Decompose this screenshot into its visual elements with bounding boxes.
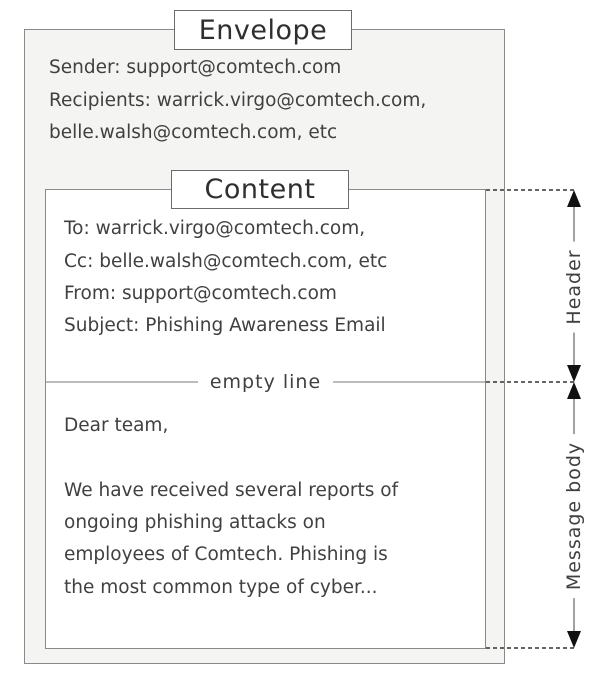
header-subject-line: Subject: Phishing Awareness Email bbox=[64, 315, 386, 336]
header-arrow-down bbox=[567, 365, 581, 382]
header-cc-line: Cc: belle.walsh@comtech.com, etc bbox=[64, 251, 388, 272]
empty-line-label: empty line bbox=[0, 370, 531, 394]
body-line-4: the most common type of cyber... bbox=[64, 577, 378, 598]
header-to-line: To: warrick.virgo@comtech.com, bbox=[64, 218, 366, 239]
content-title: Content bbox=[171, 170, 349, 209]
header-annotation: Header bbox=[563, 241, 585, 333]
envelope-recipients-line-2: belle.walsh@comtech.com, etc bbox=[49, 122, 338, 143]
envelope-sender: Sender: support@comtech.com bbox=[49, 57, 342, 78]
header-arrow-up bbox=[567, 190, 581, 207]
header-from-line: From: support@comtech.com bbox=[64, 283, 337, 304]
body-line-1: We have received several reports of bbox=[64, 480, 399, 501]
envelope-recipients-line-1: Recipients: warrick.virgo@comtech.com, bbox=[49, 90, 427, 111]
body-arrow-down bbox=[567, 631, 581, 648]
body-greeting: Dear team, bbox=[64, 415, 169, 436]
body-line-3: employees of Comtech. Phishing is bbox=[64, 544, 388, 565]
body-arrow-up bbox=[567, 382, 581, 399]
body-line-2: ongoing phishing attacks on bbox=[64, 512, 326, 533]
envelope-title: Envelope bbox=[174, 10, 352, 50]
message-body-annotation: Message body bbox=[563, 433, 585, 599]
empty-line-text: empty line bbox=[197, 371, 334, 393]
